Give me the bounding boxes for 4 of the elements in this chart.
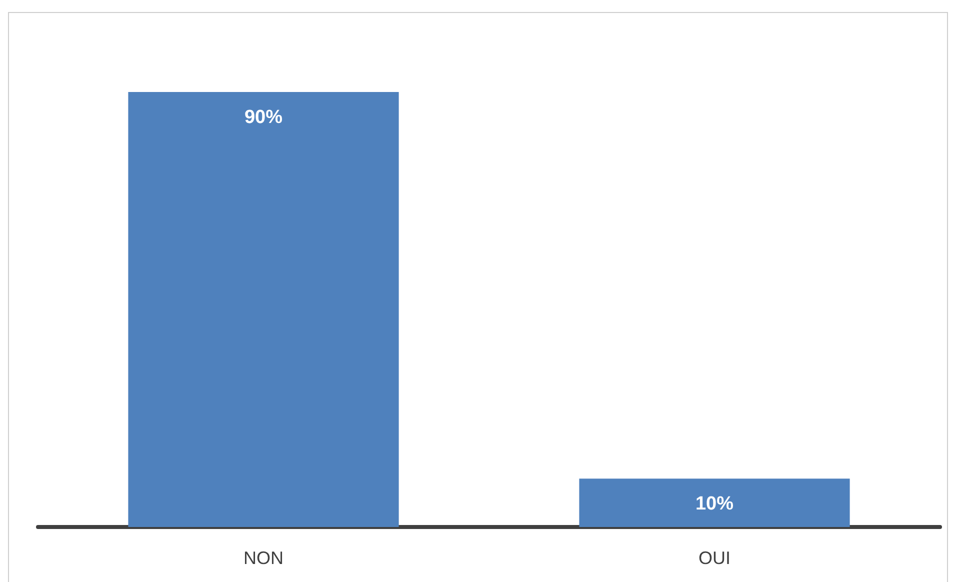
data-label: 10% (695, 494, 734, 515)
x-tick-label: NON (244, 548, 284, 568)
data-label: 90% (244, 107, 283, 128)
x-tick-label: OUI (698, 548, 731, 568)
